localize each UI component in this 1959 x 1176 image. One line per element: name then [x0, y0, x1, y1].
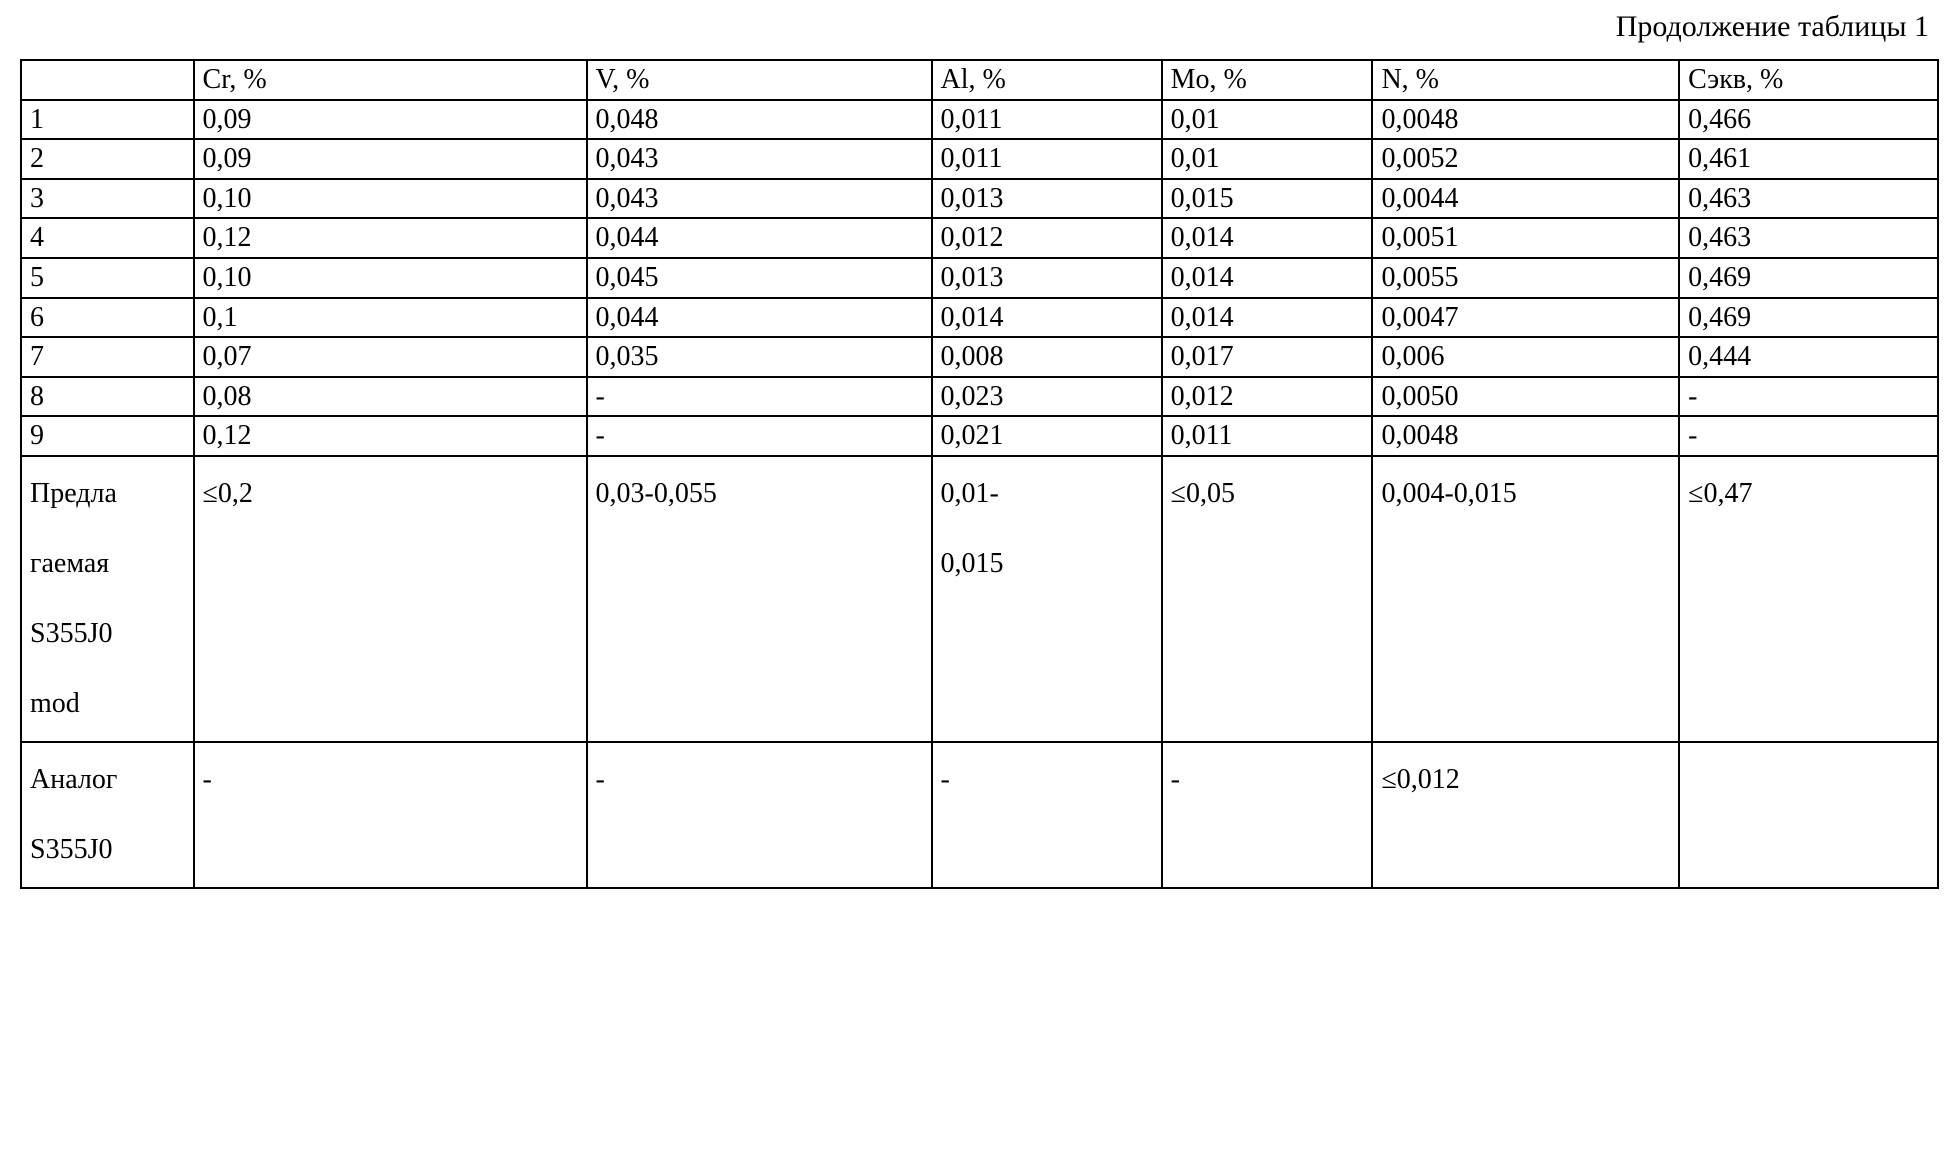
cell: 0,01-0,015	[932, 456, 1162, 742]
cell: ≤0,2	[194, 456, 587, 742]
cell: 0,013	[932, 179, 1162, 219]
cell: 0,12	[194, 218, 587, 258]
cell: 0,0044	[1372, 179, 1679, 219]
cell: 0,012	[932, 218, 1162, 258]
cell	[1679, 742, 1938, 888]
cell: 0,0048	[1372, 416, 1679, 456]
cell: 0,469	[1679, 298, 1938, 338]
cell: 0,023	[932, 377, 1162, 417]
cell: 7	[21, 337, 194, 377]
cell: 6	[21, 298, 194, 338]
cell: 0,011	[1162, 416, 1373, 456]
cell: 0,03-0,055	[587, 456, 932, 742]
cell: 0,01	[1162, 139, 1373, 179]
cell: 0,011	[932, 139, 1162, 179]
cell: 0,0052	[1372, 139, 1679, 179]
cell: 0,463	[1679, 179, 1938, 219]
cell: 0,006	[1372, 337, 1679, 377]
cell: 0,043	[587, 179, 932, 219]
cell: 0,12	[194, 416, 587, 456]
cell: 0,044	[587, 218, 932, 258]
cell: ≤0,05	[1162, 456, 1373, 742]
table-row-proposed: ПредлагаемаяS355J0mod ≤0,2 0,03-0,055 0,…	[21, 456, 1938, 742]
table-row: 5 0,10 0,045 0,013 0,014 0,0055 0,469	[21, 258, 1938, 298]
data-table: Cr, % V, % Al, % Mo, % N, % Сэкв, % 1 0,…	[20, 59, 1939, 889]
col-header: Сэкв, %	[1679, 60, 1938, 100]
cell: ≤0,012	[1372, 742, 1679, 888]
table-row: 9 0,12 - 0,021 0,011 0,0048 -	[21, 416, 1938, 456]
cell: -	[932, 742, 1162, 888]
cell: 0,013	[932, 258, 1162, 298]
cell: -	[587, 377, 932, 417]
cell: -	[194, 742, 587, 888]
cell: -	[1162, 742, 1373, 888]
table-row: 2 0,09 0,043 0,011 0,01 0,0052 0,461	[21, 139, 1938, 179]
cell: -	[1679, 416, 1938, 456]
cell: 0,008	[932, 337, 1162, 377]
cell: 0,048	[587, 100, 932, 140]
cell: 0,017	[1162, 337, 1373, 377]
cell: 0,0055	[1372, 258, 1679, 298]
cell: 0,021	[932, 416, 1162, 456]
cell: 8	[21, 377, 194, 417]
cell: 4	[21, 218, 194, 258]
cell: 0,444	[1679, 337, 1938, 377]
cell: 0,466	[1679, 100, 1938, 140]
cell: 0,011	[932, 100, 1162, 140]
cell: 0,004-0,015	[1372, 456, 1679, 742]
cell: 0,09	[194, 139, 587, 179]
cell: 0,044	[587, 298, 932, 338]
cell-label: ПредлагаемаяS355J0mod	[21, 456, 194, 742]
cell: 0,014	[1162, 298, 1373, 338]
cell: 0,0047	[1372, 298, 1679, 338]
table-row: 3 0,10 0,043 0,013 0,015 0,0044 0,463	[21, 179, 1938, 219]
cell: 0,045	[587, 258, 932, 298]
cell: 0,469	[1679, 258, 1938, 298]
col-header	[21, 60, 194, 100]
cell: ≤0,47	[1679, 456, 1938, 742]
cell: 0,09	[194, 100, 587, 140]
col-header: N, %	[1372, 60, 1679, 100]
table-row: 4 0,12 0,044 0,012 0,014 0,0051 0,463	[21, 218, 1938, 258]
table-row-analog: АналогS355J0 - - - - ≤0,012	[21, 742, 1938, 888]
cell: 0,461	[1679, 139, 1938, 179]
table-row: 7 0,07 0,035 0,008 0,017 0,006 0,444	[21, 337, 1938, 377]
cell: 3	[21, 179, 194, 219]
cell: 9	[21, 416, 194, 456]
col-header: Cr, %	[194, 60, 587, 100]
table-row: 6 0,1 0,044 0,014 0,014 0,0047 0,469	[21, 298, 1938, 338]
cell: 0,0051	[1372, 218, 1679, 258]
cell: 0,10	[194, 258, 587, 298]
cell: 0,08	[194, 377, 587, 417]
col-header: Mo, %	[1162, 60, 1373, 100]
table-row: 8 0,08 - 0,023 0,012 0,0050 -	[21, 377, 1938, 417]
cell: 0,014	[1162, 258, 1373, 298]
cell: 0,01	[1162, 100, 1373, 140]
cell: 0,043	[587, 139, 932, 179]
cell: 1	[21, 100, 194, 140]
table-header-row: Cr, % V, % Al, % Mo, % N, % Сэкв, %	[21, 60, 1938, 100]
cell: 0,035	[587, 337, 932, 377]
cell: 0,07	[194, 337, 587, 377]
col-header: V, %	[587, 60, 932, 100]
table-caption: Продолжение таблицы 1	[20, 10, 1929, 44]
cell: 0,0048	[1372, 100, 1679, 140]
cell: 0,014	[1162, 218, 1373, 258]
cell: 0,10	[194, 179, 587, 219]
cell: -	[587, 742, 932, 888]
cell: -	[1679, 377, 1938, 417]
cell: -	[587, 416, 932, 456]
cell: 5	[21, 258, 194, 298]
cell-label: АналогS355J0	[21, 742, 194, 888]
col-header: Al, %	[932, 60, 1162, 100]
cell: 0,0050	[1372, 377, 1679, 417]
cell: 0,014	[932, 298, 1162, 338]
cell: 0,463	[1679, 218, 1938, 258]
cell: 0,1	[194, 298, 587, 338]
cell: 0,015	[1162, 179, 1373, 219]
cell: 0,012	[1162, 377, 1373, 417]
table-row: 1 0,09 0,048 0,011 0,01 0,0048 0,466	[21, 100, 1938, 140]
cell: 2	[21, 139, 194, 179]
